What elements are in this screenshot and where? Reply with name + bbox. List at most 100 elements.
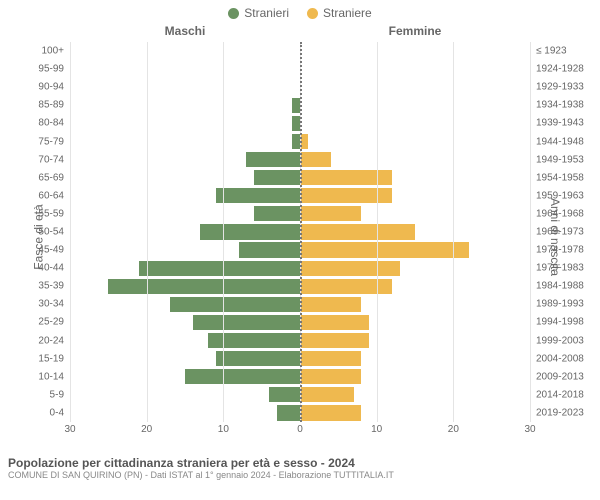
center-divider xyxy=(300,42,302,422)
column-headers: Maschi Femmine xyxy=(70,24,530,38)
age-label: 95-99 xyxy=(38,64,64,75)
birth-year-label: 1994-1998 xyxy=(536,317,584,328)
birth-year-label: 1974-1978 xyxy=(536,245,584,256)
bar-male xyxy=(269,387,300,402)
bar-female xyxy=(300,261,400,276)
footer-subtitle: COMUNE DI SAN QUIRINO (PN) - Dati ISTAT … xyxy=(8,470,592,480)
bar-male xyxy=(246,152,300,167)
age-label: 50-54 xyxy=(38,226,64,237)
bar-male xyxy=(208,333,300,348)
age-label: 5-9 xyxy=(50,389,64,400)
birth-year-label: 2014-2018 xyxy=(536,389,584,400)
bar-male xyxy=(292,134,300,149)
x-tick-label: 20 xyxy=(141,424,152,435)
age-label: 80-84 xyxy=(38,118,64,129)
age-label: 100+ xyxy=(41,46,64,57)
x-axis: 3020100102030 xyxy=(70,424,530,440)
bar-male xyxy=(170,297,300,312)
bar-female xyxy=(300,206,361,221)
birth-year-label: 1924-1928 xyxy=(536,64,584,75)
legend-swatch xyxy=(228,8,239,19)
bar-female xyxy=(300,351,361,366)
bar-male xyxy=(216,351,300,366)
birth-year-label: 1954-1958 xyxy=(536,172,584,183)
age-label: 85-89 xyxy=(38,100,64,111)
legend: Stranieri Straniere xyxy=(0,0,600,22)
bar-female xyxy=(300,152,331,167)
grid-line xyxy=(377,42,378,422)
age-label: 15-19 xyxy=(38,353,64,364)
age-label: 70-74 xyxy=(38,154,64,165)
plot-area: 100+≤ 192395-991924-192890-941929-193385… xyxy=(70,42,530,422)
footer: Popolazione per cittadinanza straniera p… xyxy=(0,452,600,480)
x-tick-label: 10 xyxy=(371,424,382,435)
legend-item: Stranieri xyxy=(228,6,289,20)
birth-year-label: 1984-1988 xyxy=(536,281,584,292)
chart-area: Maschi Femmine Fasce di età Anni di nasc… xyxy=(0,22,600,452)
bar-male xyxy=(292,98,300,113)
column-header-female: Femmine xyxy=(300,24,530,38)
age-label: 40-44 xyxy=(38,263,64,274)
age-label: 35-39 xyxy=(38,281,64,292)
age-label: 20-24 xyxy=(38,335,64,346)
bar-female xyxy=(300,297,361,312)
age-label: 60-64 xyxy=(38,190,64,201)
birth-year-label: 1949-1953 xyxy=(536,154,584,165)
legend-label: Straniere xyxy=(323,6,372,20)
x-tick-label: 20 xyxy=(448,424,459,435)
bar-male xyxy=(200,224,300,239)
bar-male xyxy=(108,279,300,294)
legend-item: Straniere xyxy=(307,6,372,20)
grid-line xyxy=(223,42,224,422)
bar-male xyxy=(239,242,300,257)
bar-male xyxy=(139,261,300,276)
age-label: 90-94 xyxy=(38,82,64,93)
birth-year-label: 1944-1948 xyxy=(536,136,584,147)
bar-male xyxy=(277,405,300,420)
bar-female xyxy=(300,188,392,203)
bar-female xyxy=(300,405,361,420)
age-label: 25-29 xyxy=(38,317,64,328)
bar-male xyxy=(254,170,300,185)
bar-male xyxy=(254,206,300,221)
x-tick-label: 10 xyxy=(218,424,229,435)
x-tick-label: 0 xyxy=(297,424,303,435)
bar-female xyxy=(300,315,369,330)
birth-year-label: 1939-1943 xyxy=(536,118,584,129)
bar-male xyxy=(292,116,300,131)
grid-line xyxy=(147,42,148,422)
bar-male xyxy=(216,188,300,203)
age-label: 65-69 xyxy=(38,172,64,183)
bar-female xyxy=(300,333,369,348)
age-label: 0-4 xyxy=(50,407,64,418)
bar-male xyxy=(193,315,300,330)
birth-year-label: 1969-1973 xyxy=(536,226,584,237)
column-header-male: Maschi xyxy=(70,24,300,38)
x-tick-label: 30 xyxy=(524,424,535,435)
bar-female xyxy=(300,369,361,384)
bar-male xyxy=(185,369,300,384)
birth-year-label: 1979-1983 xyxy=(536,263,584,274)
x-tick-label: 30 xyxy=(64,424,75,435)
age-label: 45-49 xyxy=(38,245,64,256)
birth-year-label: 1934-1938 xyxy=(536,100,584,111)
bar-female xyxy=(300,224,415,239)
grid-line xyxy=(70,42,71,422)
birth-year-label: 2019-2023 xyxy=(536,407,584,418)
legend-swatch xyxy=(307,8,318,19)
bar-female xyxy=(300,279,392,294)
birth-year-label: 1929-1933 xyxy=(536,82,584,93)
age-label: 55-59 xyxy=(38,208,64,219)
legend-label: Stranieri xyxy=(244,6,289,20)
age-label: 10-14 xyxy=(38,371,64,382)
birth-year-label: 2004-2008 xyxy=(536,353,584,364)
age-label: 30-34 xyxy=(38,299,64,310)
birth-year-label: 1989-1993 xyxy=(536,299,584,310)
bar-female xyxy=(300,242,469,257)
birth-year-label: 1964-1968 xyxy=(536,208,584,219)
grid-line xyxy=(530,42,531,422)
grid-line xyxy=(453,42,454,422)
birth-year-label: 1959-1963 xyxy=(536,190,584,201)
bar-female xyxy=(300,170,392,185)
age-label: 75-79 xyxy=(38,136,64,147)
